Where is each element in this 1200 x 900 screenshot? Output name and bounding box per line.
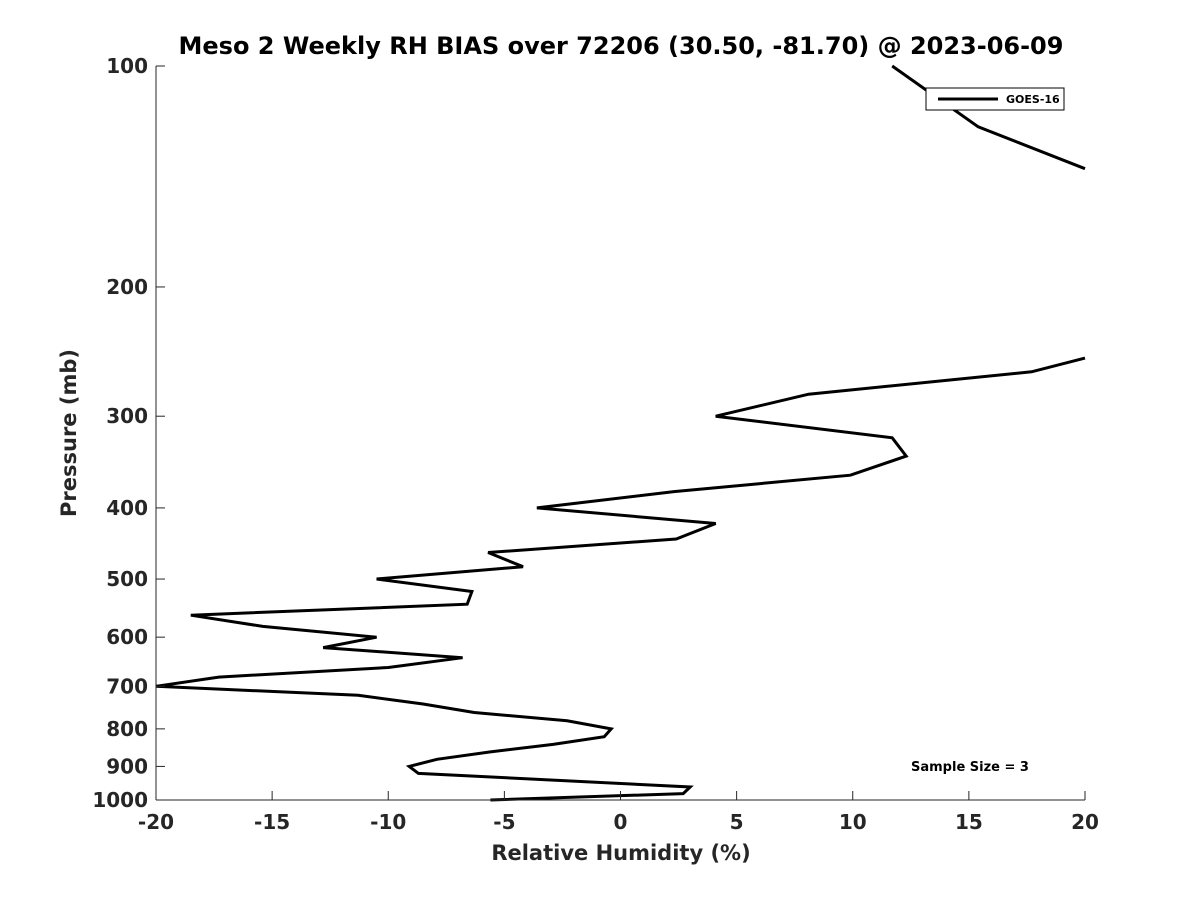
y-tick-label: 700 — [106, 674, 148, 698]
y-tick-label: 1000 — [92, 788, 148, 812]
y-tick-label: 300 — [106, 404, 148, 428]
y-tick-label: 900 — [106, 754, 148, 778]
y-tick-label: 500 — [106, 567, 148, 591]
ticks: -20 -15 -10 -5 0 5 10 15 20 100 200 300 400 500 600 700… — [92, 54, 1099, 834]
axes — [155, 66, 1085, 801]
x-tick-label: -10 — [370, 810, 406, 834]
sample-size-annotation: Sample Size = 3 — [911, 760, 1029, 775]
y-tick-label: 400 — [106, 496, 148, 520]
x-tick-label: 10 — [839, 810, 867, 834]
y-tick-label: 200 — [106, 275, 148, 299]
x-tick-label: -15 — [254, 810, 290, 834]
legend-label: GOES-16 — [1006, 93, 1060, 106]
series-line-1-segment-2 — [155, 356, 1086, 802]
y-tick-label: 800 — [106, 717, 148, 741]
legend: GOES-16 — [925, 87, 1065, 111]
x-tick-label: 20 — [1071, 810, 1099, 834]
y-axis-label: Pressure (mb) — [57, 349, 81, 517]
x-tick-label: 15 — [955, 810, 983, 834]
x-tick-label: -5 — [493, 810, 515, 834]
x-tick-label: 5 — [730, 810, 744, 834]
x-tick-label: -20 — [138, 810, 174, 834]
series-layer — [155, 64, 1086, 802]
x-axis-label: Relative Humidity (%) — [491, 841, 750, 865]
series-line-1-segment-1 — [891, 64, 1086, 171]
y-tick-label: 600 — [106, 625, 148, 649]
chart-title: Meso 2 Weekly RH BIAS over 72206 (30.50,… — [179, 32, 1064, 60]
y-tick-label: 100 — [106, 54, 148, 78]
x-tick-label: 0 — [614, 810, 628, 834]
